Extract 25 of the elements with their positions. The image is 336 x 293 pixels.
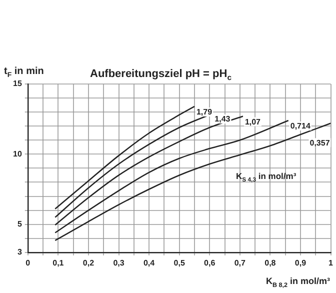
legend-title: K$_{S 4,3}$ in mol/m³ bbox=[236, 171, 296, 184]
series-label: 1,07 bbox=[244, 117, 262, 126]
series-label: 0,357 bbox=[310, 138, 330, 148]
x-tick-label: 0,4 bbox=[143, 258, 156, 268]
x-tick-label: 0,2 bbox=[82, 258, 95, 268]
x-axis-title: K$_{B 8,2}$ in mol/m³ bbox=[266, 276, 330, 289]
x-tick-label: 0,9 bbox=[294, 258, 307, 268]
x-tick-label: 0,5 bbox=[174, 258, 186, 268]
line-series bbox=[54, 106, 196, 210]
x-tick-label: 0 bbox=[26, 258, 31, 268]
y-tick-label: 3 bbox=[17, 248, 22, 257]
x-tick-label: 0,3 bbox=[113, 258, 125, 268]
x-tick-label: 1 bbox=[328, 258, 334, 268]
x-tick-label: 0,1 bbox=[52, 258, 64, 268]
x-tick-label: 0,7 bbox=[234, 258, 246, 268]
y-tick-label: 5 bbox=[17, 220, 22, 229]
y-tick-label: 10 bbox=[12, 149, 22, 158]
series-label: 0,714 bbox=[290, 122, 311, 131]
y-tick-label: 15 bbox=[12, 79, 22, 88]
chart-title: Aufbereitungsziel pH = pH$_{c}$ bbox=[90, 68, 232, 82]
series-label: 1,79 bbox=[196, 108, 213, 117]
y-axis-title: t$_{F}$ in min bbox=[4, 66, 44, 79]
x-tick-label: 0,8 bbox=[264, 258, 276, 268]
series-label: 1,43 bbox=[214, 114, 231, 124]
x-tick-label: 0,6 bbox=[204, 258, 216, 268]
